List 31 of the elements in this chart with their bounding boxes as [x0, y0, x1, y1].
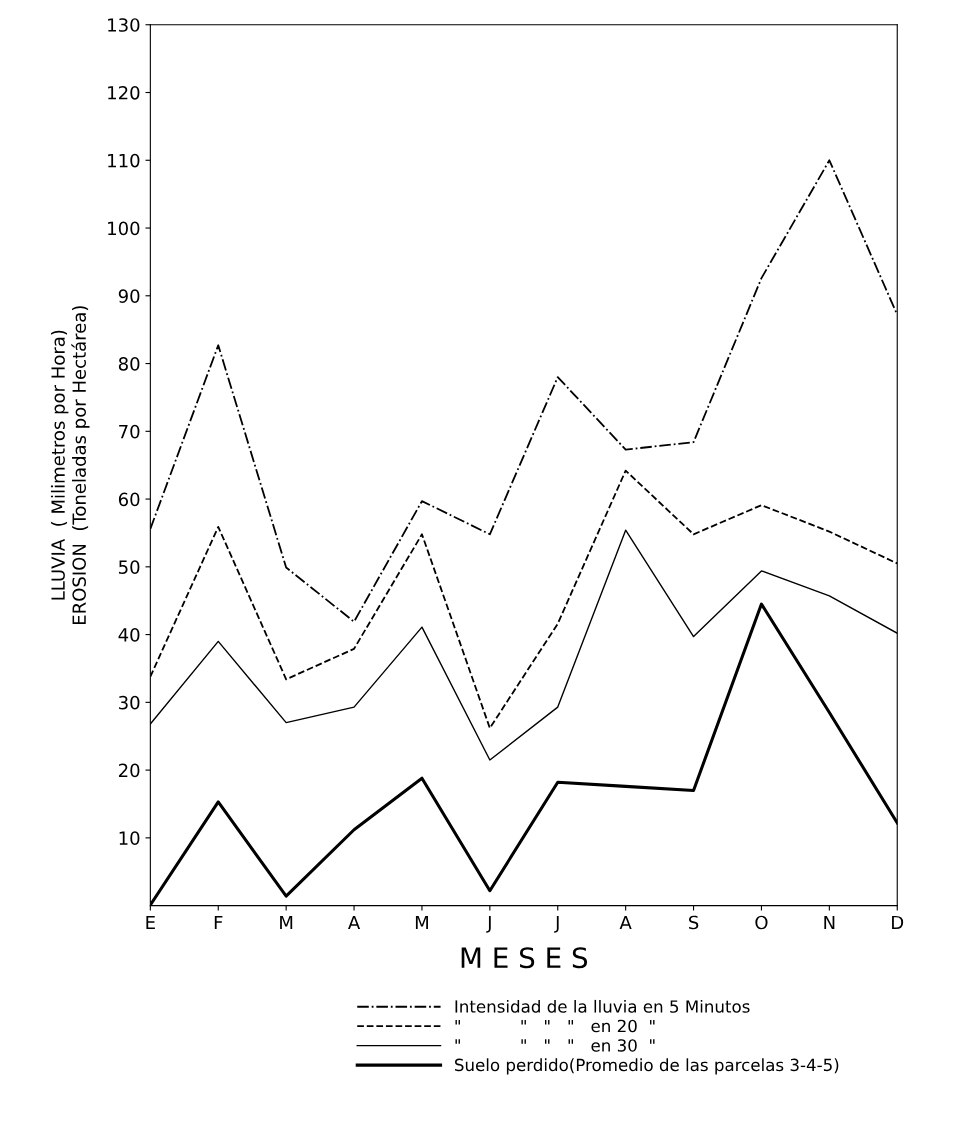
x-tick-label: N	[824, 915, 835, 930]
x-tick-label: F	[214, 915, 223, 930]
y-tick-label: 80	[118, 357, 140, 371]
x-tick-label: D	[892, 915, 904, 930]
x-axis-title: M E S E S	[461, 947, 588, 969]
y-tick-label: 20	[118, 763, 140, 778]
y-tick-label: 100	[108, 221, 140, 236]
legend-label: " " " " en 30 "	[455, 1039, 655, 1052]
x-tick-label: J	[554, 915, 559, 933]
y-tick-label: 70	[119, 424, 140, 439]
legend-label: " " " " en 20 "	[455, 1019, 655, 1033]
y-tick-label: 50	[119, 560, 140, 574]
x-tick-label: M	[280, 915, 293, 930]
y-tick-label: 40	[118, 628, 140, 642]
y-tick-label: 30	[119, 695, 140, 710]
x-tick-label: S	[689, 915, 699, 930]
y-tick-label: 110	[108, 153, 140, 168]
y-tick-label: 60	[118, 492, 140, 507]
x-tick-label: A	[348, 915, 361, 930]
y-tick-label: 90	[118, 289, 140, 303]
x-tick-label: M	[415, 915, 428, 930]
x-tick-label: E	[146, 915, 155, 930]
x-tick-label: O	[755, 915, 768, 930]
y-axis-title: LLUVIA ( Milimetros por Hora) EROSION (Toneladas por Hectárea)	[50, 306, 90, 624]
legend-label: Suelo perdido(Promedio de las parcelas 3-4-5)	[455, 1058, 839, 1075]
y-tick-label: 10	[119, 831, 140, 845]
y-tick-label: 130	[108, 18, 140, 32]
legend-label: Intensidad de la lluvia en 5 Minutos	[455, 999, 750, 1013]
x-tick-label: A	[619, 915, 632, 930]
y-tick-label: 120	[108, 85, 140, 100]
x-tick-label: J	[486, 915, 491, 933]
